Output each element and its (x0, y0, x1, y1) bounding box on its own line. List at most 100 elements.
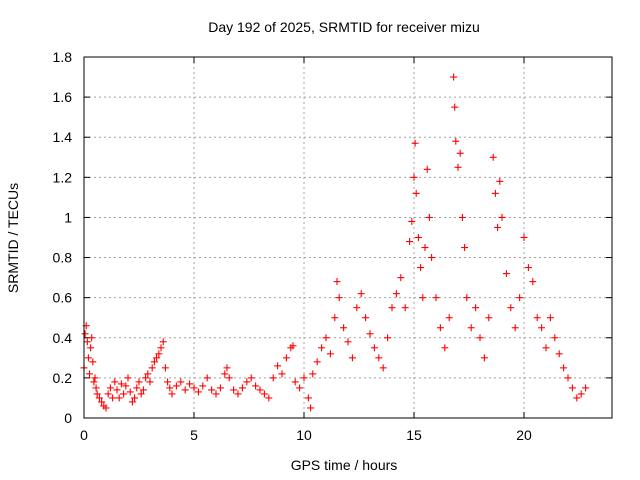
data-point (122, 382, 130, 390)
data-point (238, 384, 246, 392)
data-point (489, 153, 497, 161)
data-point (555, 350, 563, 358)
data-point (91, 374, 99, 382)
data-point (274, 362, 282, 370)
data-point (414, 234, 422, 241)
data-point (421, 244, 429, 252)
data-point (256, 386, 264, 394)
data-point (269, 374, 277, 382)
data-point (88, 334, 96, 342)
data-point (111, 378, 119, 386)
data-point (458, 213, 466, 221)
data-point (157, 344, 165, 352)
data-point (388, 304, 396, 312)
data-point (128, 398, 136, 406)
data-points (80, 73, 590, 412)
data-point (186, 380, 194, 388)
data-point (384, 334, 392, 342)
data-point (524, 264, 532, 272)
data-point (102, 404, 110, 412)
data-point (551, 334, 559, 342)
data-point (208, 386, 216, 394)
data-point (307, 404, 315, 412)
data-point (98, 398, 106, 406)
data-point (451, 103, 459, 111)
grid (84, 57, 612, 418)
data-point (432, 294, 440, 302)
data-point (568, 384, 576, 392)
data-point (194, 388, 202, 396)
x-tick-label: 5 (190, 427, 198, 443)
data-point (491, 189, 499, 197)
data-point (485, 314, 493, 322)
data-point (225, 374, 233, 382)
data-point (155, 350, 163, 358)
x-tick-label: 20 (516, 427, 532, 443)
data-point (340, 324, 348, 332)
data-point (230, 386, 238, 394)
data-point (353, 304, 361, 312)
data-point (84, 354, 92, 362)
y-tick-label: 0 (64, 410, 72, 426)
data-point (406, 238, 414, 246)
data-point (260, 390, 268, 398)
data-point (104, 390, 112, 398)
axis-ticks (83, 56, 612, 419)
data-point (573, 394, 581, 402)
data-point (144, 370, 152, 378)
data-point (370, 344, 378, 352)
data-point (546, 314, 554, 322)
data-point (502, 270, 510, 278)
data-point (199, 382, 207, 390)
data-point (412, 189, 420, 197)
data-point (133, 384, 141, 392)
data-point (436, 324, 444, 332)
data-point (476, 334, 484, 342)
data-point (564, 374, 572, 382)
y-tick-label: 0.6 (53, 290, 73, 306)
data-point (313, 358, 321, 366)
y-tick-label: 0.2 (53, 370, 73, 386)
y-axis-label: SRMTID / TECUs (5, 183, 21, 293)
data-point (113, 386, 121, 394)
data-point (203, 374, 211, 382)
data-point (411, 139, 419, 147)
data-point (538, 324, 546, 332)
data-point (90, 378, 98, 386)
data-point (291, 378, 299, 386)
data-point (153, 354, 161, 362)
data-point (520, 234, 528, 241)
data-point (582, 384, 590, 392)
data-point (533, 314, 541, 322)
x-tick-labels: 0 5 10 15 20 (80, 427, 532, 443)
data-point (366, 330, 374, 338)
data-point (348, 354, 356, 362)
data-point (221, 370, 229, 378)
chart-title: Day 192 of 2025, SRMTID for receiver miz… (208, 19, 480, 35)
data-point (335, 294, 343, 302)
data-point (304, 394, 312, 402)
data-point (247, 374, 255, 382)
data-point (142, 374, 150, 382)
data-point (106, 384, 114, 392)
data-point (375, 354, 383, 362)
data-point (333, 278, 341, 286)
data-point (131, 394, 139, 402)
data-point (454, 163, 462, 171)
data-point (542, 344, 550, 352)
data-point (92, 384, 100, 392)
data-point (95, 394, 103, 402)
data-point (166, 384, 174, 392)
data-point (419, 294, 427, 302)
data-point (150, 358, 158, 366)
plot-frame (83, 56, 613, 419)
data-point (496, 177, 504, 185)
data-point (164, 378, 172, 386)
data-point (117, 380, 125, 388)
y-tick-labels: 0 0.2 0.4 0.6 0.8 1 1.2 1.4 1.6 1.8 (53, 49, 73, 426)
data-point (480, 354, 488, 362)
data-point (177, 378, 185, 386)
data-point (81, 330, 89, 338)
y-tick-label: 1.2 (53, 169, 73, 185)
